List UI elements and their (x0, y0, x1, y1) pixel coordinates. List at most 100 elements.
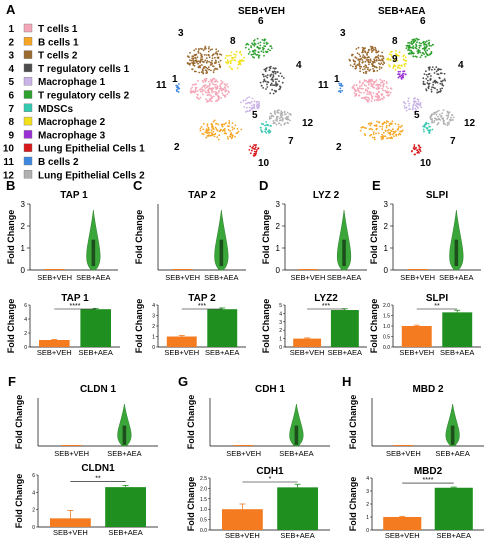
umap-point (400, 65, 403, 67)
bar-chart-g: CDH1 0.0 0.5 1.0 1.5 2.0 2.5 Fold Change SEB+VEH… (186, 466, 330, 540)
umap-point (397, 70, 400, 73)
bar-title: TAP 1 (61, 293, 89, 304)
umap-point (195, 90, 197, 93)
umap-point (437, 122, 440, 124)
umap-point (289, 113, 291, 115)
umap-point (428, 44, 431, 47)
umap-point (268, 115, 271, 118)
umap-point (201, 69, 204, 72)
umap-point (431, 128, 434, 131)
umap-point (423, 126, 426, 128)
umap-point (253, 144, 256, 146)
umap-point (375, 49, 377, 52)
legend-swatch (23, 103, 33, 113)
umap-point (341, 89, 344, 92)
umap-point (359, 129, 362, 132)
umap-point (425, 44, 428, 46)
umap-point (266, 67, 268, 69)
umap-point (371, 136, 374, 139)
umap-point (444, 123, 447, 126)
umap-point (398, 64, 401, 67)
umap-point (273, 121, 276, 124)
umap-point (206, 99, 209, 102)
umap-point (413, 100, 416, 102)
umap-point (190, 92, 193, 94)
umap-point (236, 67, 239, 69)
y-axis-label: Fold Change (369, 210, 379, 265)
umap-point (359, 87, 361, 90)
umap-point (271, 77, 274, 79)
umap-point (395, 130, 397, 133)
umap-point (216, 130, 219, 132)
umap-point (433, 121, 435, 124)
bar-chart-d: LYZ2 0 1 2 3 4 5 Fold Change SEB+VEH SEB+AEA *** (261, 293, 367, 357)
umap-point (240, 101, 242, 104)
umap-point (257, 147, 259, 150)
umap-point (208, 66, 210, 68)
umap-point (377, 88, 379, 91)
umap-point (416, 41, 418, 44)
umap-point (280, 124, 282, 126)
umap-point (419, 104, 421, 107)
umap-point (415, 109, 417, 112)
umap-point (411, 150, 413, 152)
umap-point (365, 98, 367, 101)
umap-point (369, 58, 372, 61)
umap-point (413, 97, 415, 100)
umap-point (269, 49, 271, 52)
y-tick-label: 2.0 (200, 486, 207, 492)
umap-point (369, 45, 372, 48)
umap-point (353, 87, 356, 90)
violin-plot-c: TAP 2 Fold Change SEB+VEH SEB+AEA (134, 190, 246, 282)
umap-point (219, 129, 222, 132)
umap-point (260, 122, 263, 125)
umap-point (213, 135, 216, 138)
umap-point (279, 72, 282, 75)
umap-point (388, 64, 390, 66)
umap-point (385, 126, 388, 129)
umap-point (423, 44, 425, 46)
umap-point (422, 83, 425, 86)
legend-number: 3 (8, 51, 14, 62)
y-tick-label: 2 (24, 331, 27, 337)
umap-point (272, 67, 275, 69)
umap-point (198, 98, 200, 100)
umap-point (248, 149, 251, 151)
umap-point (270, 82, 273, 85)
y-tick-label: 3 (366, 489, 369, 495)
umap-point (352, 65, 354, 68)
umap-point (405, 109, 408, 112)
umap-point (424, 55, 427, 58)
y-tick-label: 3 (384, 200, 389, 209)
legend-number: 9 (8, 130, 14, 141)
umap-point (208, 87, 211, 90)
umap-point (256, 54, 259, 56)
umap-point (412, 107, 414, 109)
umap-point (245, 102, 248, 105)
umap-point (199, 129, 202, 132)
umap-point (365, 70, 368, 73)
umap-point (441, 112, 444, 115)
umap-point (221, 92, 224, 95)
cluster-label: 12 (302, 118, 314, 129)
umap-point (349, 64, 352, 67)
umap-point (262, 123, 265, 126)
umap-point (432, 83, 434, 86)
umap-point (378, 84, 381, 86)
umap-point (382, 89, 385, 92)
umap-point (226, 83, 229, 86)
umap-point (197, 51, 200, 54)
umap-point (247, 53, 250, 55)
umap-point (194, 59, 197, 62)
umap-point (372, 49, 374, 52)
umap-point (191, 61, 194, 64)
umap-point (431, 113, 434, 116)
umap-point (281, 81, 284, 84)
violin-aea (117, 403, 132, 447)
category-label: SEB+AEA (107, 449, 141, 458)
umap-point (434, 81, 437, 84)
umap-point (211, 132, 214, 135)
category-label: SEB+VEH (165, 273, 200, 282)
umap-point (423, 130, 425, 133)
y-axis-label: Fold Change (6, 210, 16, 265)
